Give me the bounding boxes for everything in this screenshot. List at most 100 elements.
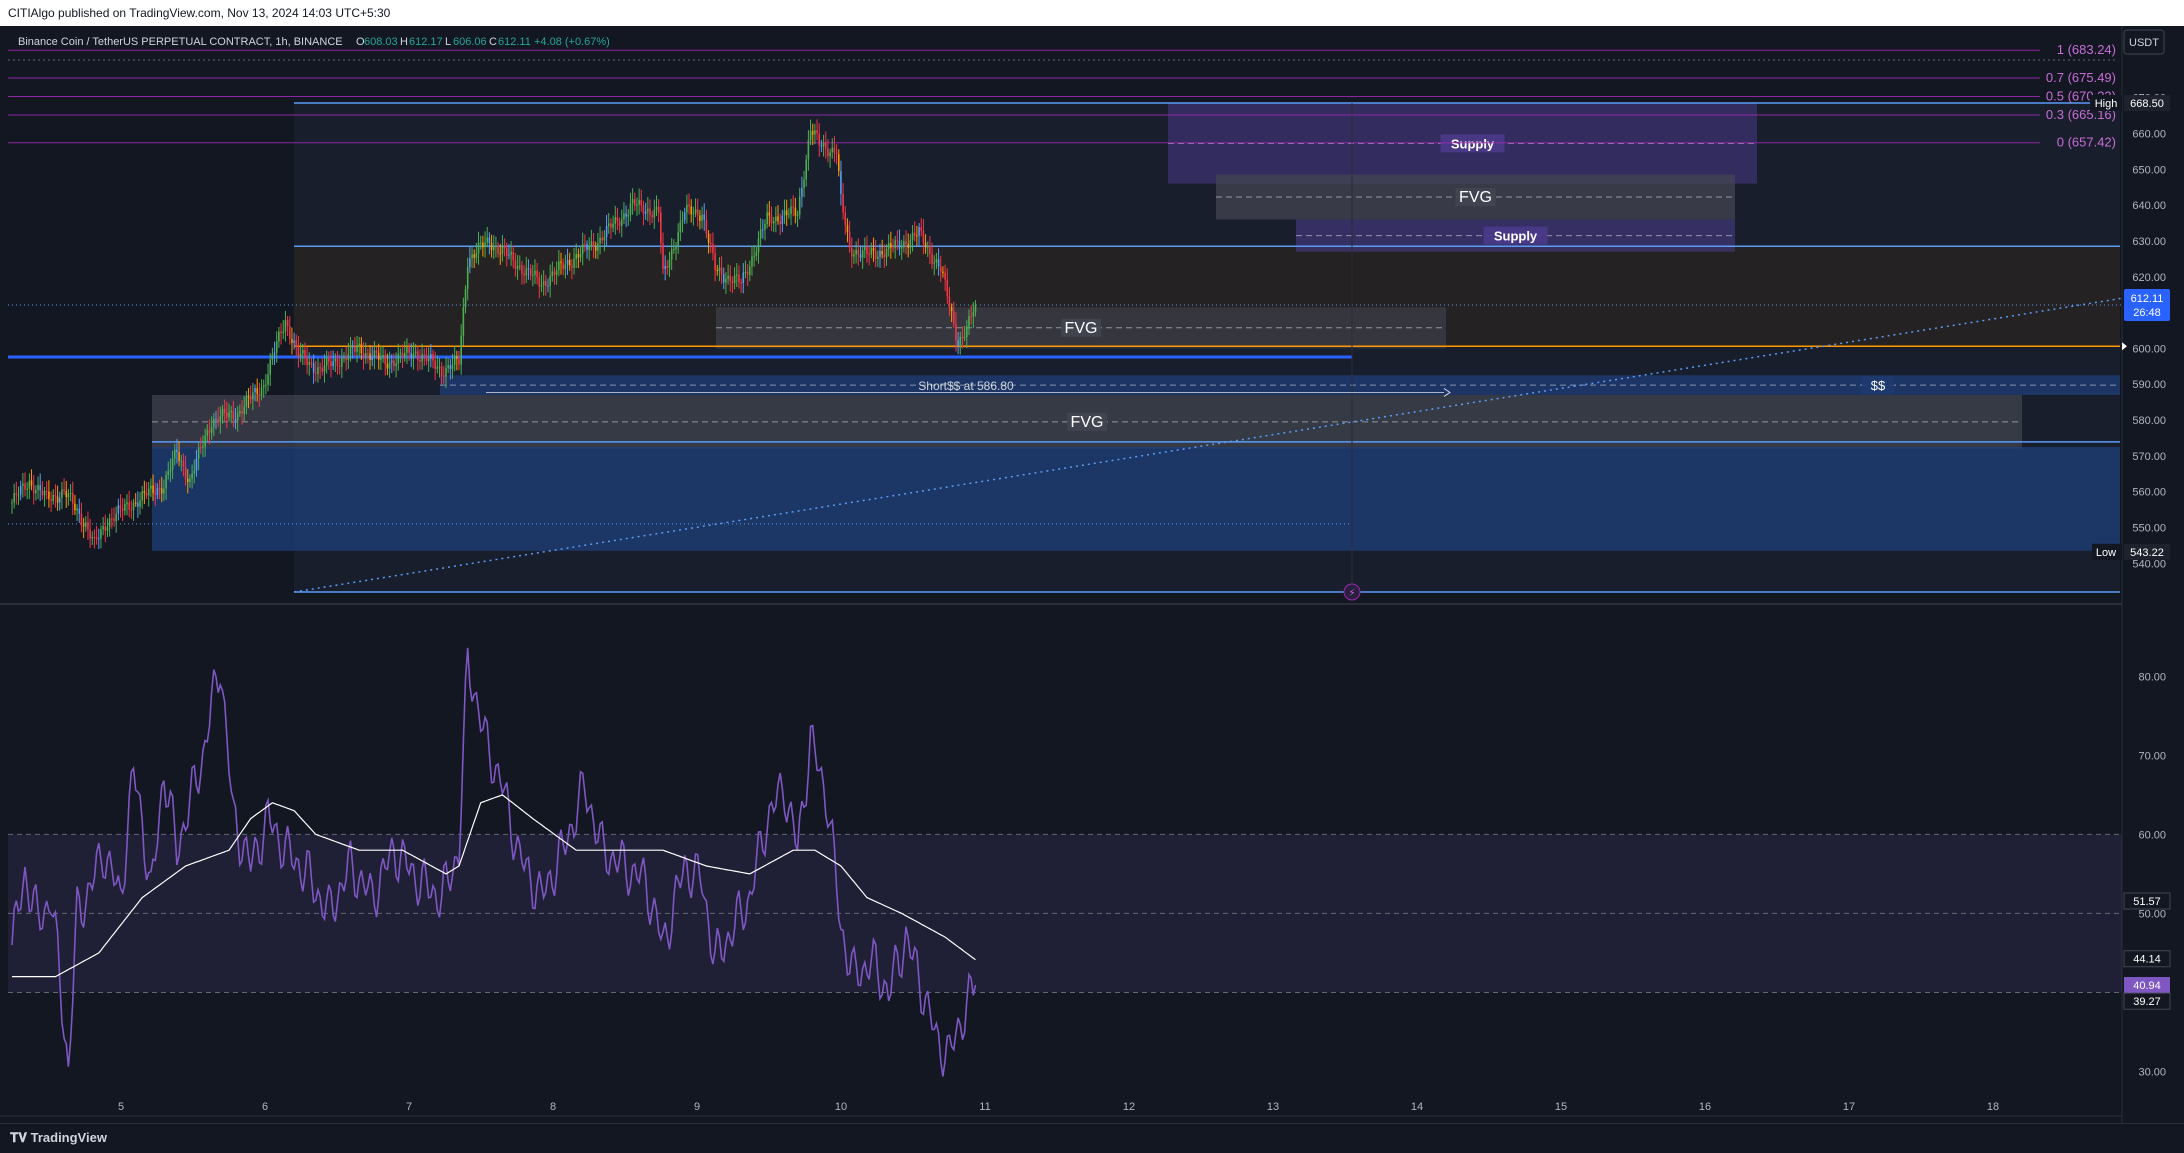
candle-body	[766, 212, 768, 224]
rsi-value-bg-1	[2123, 950, 2171, 968]
candle-body	[367, 353, 369, 355]
chart-canvas[interactable]: Supply FVG Supply FVG FVG $$ ⚡ 1 (683.24) 0.7 …	[0, 26, 2184, 1123]
candle-body	[462, 307, 465, 336]
currency-button[interactable]: USDT	[2123, 29, 2165, 55]
candle-body	[768, 212, 771, 216]
candle-body	[540, 285, 543, 287]
zone-label-5: $$	[1871, 378, 1886, 393]
rsi-tick-0: 30.00	[2138, 1066, 2166, 1078]
candle-body	[254, 388, 256, 393]
candle-body	[525, 268, 528, 276]
candle-body	[644, 211, 647, 214]
candle-body	[935, 259, 938, 263]
low-value: 543.22	[2130, 547, 2164, 559]
candle-body	[735, 274, 738, 276]
candle-body	[848, 231, 851, 248]
candle-body	[241, 411, 243, 414]
candle-body	[894, 240, 896, 248]
candle-body	[63, 489, 65, 491]
candle-body	[505, 248, 508, 256]
candle-body	[701, 214, 703, 221]
candle-body	[80, 513, 83, 526]
candle-body	[434, 360, 436, 369]
candle-body	[121, 508, 124, 511]
candle-body	[165, 474, 167, 489]
zone-label-bg-2	[1483, 226, 1548, 245]
candle-body	[968, 316, 970, 327]
candle-body	[521, 265, 523, 274]
candle-body	[952, 311, 955, 324]
candle-body	[731, 281, 734, 284]
candle-body	[360, 343, 363, 354]
candle-body	[694, 209, 697, 214]
candle-body	[87, 522, 89, 530]
candle-body	[803, 179, 805, 189]
candle-body	[753, 255, 755, 257]
candle-body	[284, 320, 287, 332]
candle-body	[143, 491, 146, 494]
support-marker	[2122, 342, 2127, 351]
candle-body	[816, 130, 818, 134]
time-tick-12: 17	[1843, 1101, 1855, 1113]
candle-body	[245, 396, 248, 407]
candle-body	[432, 353, 434, 361]
candle-body	[675, 246, 677, 250]
alert-icon[interactable]	[1343, 583, 1361, 601]
candle-body	[330, 361, 332, 367]
candle-body	[605, 225, 608, 238]
candle-body	[191, 473, 193, 479]
candle-body	[963, 337, 966, 339]
candle-body	[827, 148, 829, 157]
legend-low: 606.06	[453, 36, 487, 48]
candle-body	[163, 488, 165, 494]
candle-body	[592, 241, 595, 247]
candle-body	[61, 489, 63, 498]
candle-body	[677, 232, 679, 247]
candle-body	[625, 213, 627, 217]
zone-label-2: Supply	[1494, 229, 1538, 244]
candle-body	[384, 355, 387, 365]
candle-body	[239, 411, 241, 414]
candle-body	[722, 274, 725, 283]
candle-body	[406, 347, 408, 353]
candle-body	[720, 267, 723, 275]
candle-body	[117, 505, 120, 514]
candle-body	[100, 529, 102, 539]
candle-body	[796, 214, 799, 216]
candle-body	[265, 384, 267, 386]
candle-body	[794, 207, 797, 216]
candle-body	[907, 244, 910, 248]
candle-body	[267, 374, 269, 385]
candle-body	[419, 360, 421, 362]
candle-body	[69, 493, 72, 495]
candle-body	[150, 485, 152, 489]
candle-body	[937, 259, 940, 267]
rsi-line	[11, 647, 977, 1077]
candle-body	[545, 281, 547, 286]
candle-body	[918, 227, 920, 236]
candle-body	[269, 359, 272, 375]
candle-body	[475, 253, 478, 258]
candle-body	[755, 252, 758, 256]
fib-label-0: 1 (683.24)	[2057, 42, 2116, 57]
candle-body	[473, 254, 476, 258]
price-tick-12: 660.00	[2132, 128, 2166, 140]
candle-body	[718, 267, 721, 271]
candle-body	[288, 325, 291, 339]
candle-body	[197, 447, 200, 459]
tv-icon: 𝐓𝐕	[10, 1130, 31, 1145]
candle-body	[423, 354, 426, 356]
candle-body	[382, 355, 384, 358]
zone-label-3: FVG	[1065, 320, 1098, 337]
candle-body	[633, 199, 636, 206]
candle-body	[566, 259, 569, 265]
candle-body	[508, 254, 510, 256]
candle-body	[926, 246, 929, 248]
candle-body	[19, 486, 22, 495]
candle-body	[323, 365, 326, 372]
candle-body	[729, 275, 732, 282]
candle-body	[657, 206, 660, 213]
candle-body	[501, 246, 504, 254]
candle-body	[273, 352, 276, 355]
candle-body	[95, 537, 98, 539]
